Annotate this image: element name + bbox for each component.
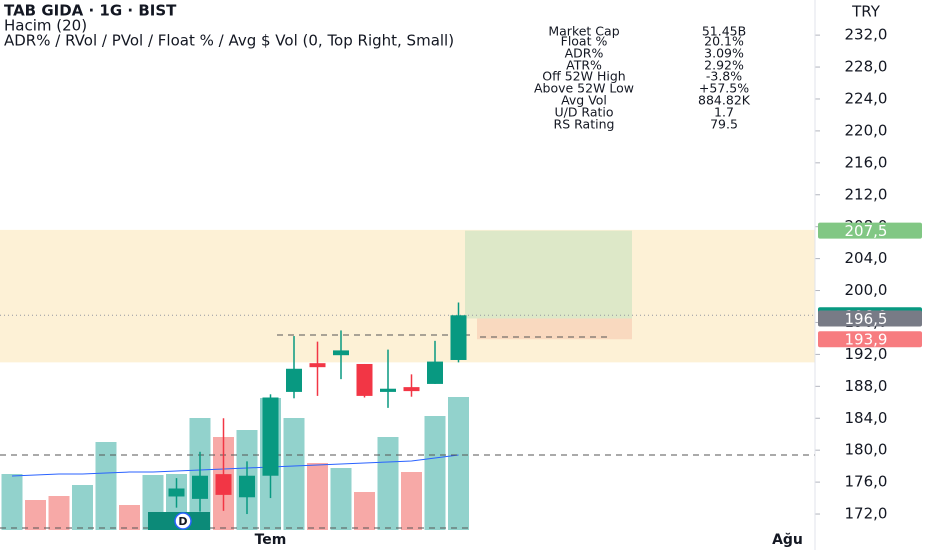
stat-value: +57.5% [699, 81, 749, 96]
stat-label: RS Rating [554, 117, 615, 132]
volume-bar [25, 500, 46, 530]
stat-value: 1.7 [714, 105, 734, 120]
y-tick-label: 224,0 [845, 89, 888, 107]
stat-value: 51.45B [702, 24, 746, 39]
stat-label: Market Cap [548, 24, 619, 39]
volume-bar [95, 442, 117, 530]
candle-body [403, 387, 420, 392]
volume-bar [119, 505, 140, 530]
stat-label: Float % [561, 34, 608, 49]
stat-label: Avg Vol [561, 93, 607, 108]
price-label-box [818, 222, 922, 239]
stat-value: 79.5 [710, 117, 738, 132]
candle-body [356, 363, 373, 396]
target-zone [465, 230, 632, 319]
chart-title: TAB GIDA · 1G · BIST [4, 2, 177, 20]
y-tick-label: 192,0 [845, 345, 888, 363]
candle-body [309, 363, 326, 368]
price-label: 193,9 [845, 331, 888, 349]
x-tick-label: Ağu [772, 532, 803, 548]
volume-bar [448, 397, 469, 530]
candle-body [380, 388, 396, 392]
indicator-title: ADR% / RVol / PVol / Float % / Avg $ Vol… [4, 32, 454, 50]
y-tick-label: 184,0 [845, 409, 888, 427]
volume-bar [401, 472, 422, 530]
stat-value: 884.82K [698, 93, 751, 108]
stop-zone [477, 318, 632, 340]
candle-body [192, 475, 208, 499]
y-tick-label: 212,0 [845, 185, 888, 203]
candle-body [450, 315, 467, 360]
stat-value: 2.92% [704, 58, 744, 73]
currency: TRY [851, 3, 881, 21]
candle-body [286, 368, 302, 392]
y-tick-label: 228,0 [845, 58, 888, 76]
stat-label: ATR% [566, 58, 602, 73]
volume-bar [424, 416, 446, 530]
candle-body [262, 397, 279, 476]
y-tick-label: 216,0 [845, 153, 888, 171]
price-label: 207,5 [845, 222, 888, 240]
volume-bar [377, 437, 399, 530]
y-tick-label: 232,0 [845, 26, 888, 44]
volume-bar [1, 474, 23, 530]
stat-value: 3.09% [704, 46, 744, 61]
stat-label: U/D Ratio [554, 105, 613, 120]
volume-bar [283, 418, 305, 530]
price-label-box [818, 331, 922, 348]
volume-bar [330, 468, 352, 530]
stat-value: -3.8% [706, 69, 742, 84]
candle-body [215, 474, 232, 495]
stat-label: Above 52W Low [534, 81, 634, 96]
volume-title: Hacim (20) [4, 17, 87, 35]
y-tick-label: 220,0 [845, 121, 888, 139]
price-label: 196,5 [845, 310, 888, 328]
event-marker [174, 512, 192, 530]
range-zone [0, 229, 815, 363]
y-tick-label: 180,0 [845, 441, 888, 459]
y-tick-label: 172,0 [845, 505, 888, 523]
x-tick-label: Tem [255, 532, 287, 548]
stat-label: ADR% [565, 46, 604, 61]
volume-ma-line [11, 454, 459, 477]
volume-bar [48, 496, 70, 530]
volume-bar [354, 492, 375, 530]
y-tick-label: 200,0 [845, 281, 888, 299]
y-tick-label: 188,0 [845, 377, 888, 395]
volume-bar [307, 463, 328, 530]
candle-body [333, 350, 349, 356]
event-marker-label: D [178, 515, 187, 528]
stat-value: 20.1% [704, 34, 744, 49]
y-tick-label: 204,0 [845, 249, 888, 267]
stat-label: Off 52W High [542, 69, 625, 84]
candle-body [168, 488, 185, 497]
price-label-box [818, 310, 922, 327]
candle-body [427, 361, 443, 384]
y-tick-label: 176,0 [845, 473, 888, 491]
volume-bar [72, 485, 93, 530]
candle-body [239, 475, 255, 498]
